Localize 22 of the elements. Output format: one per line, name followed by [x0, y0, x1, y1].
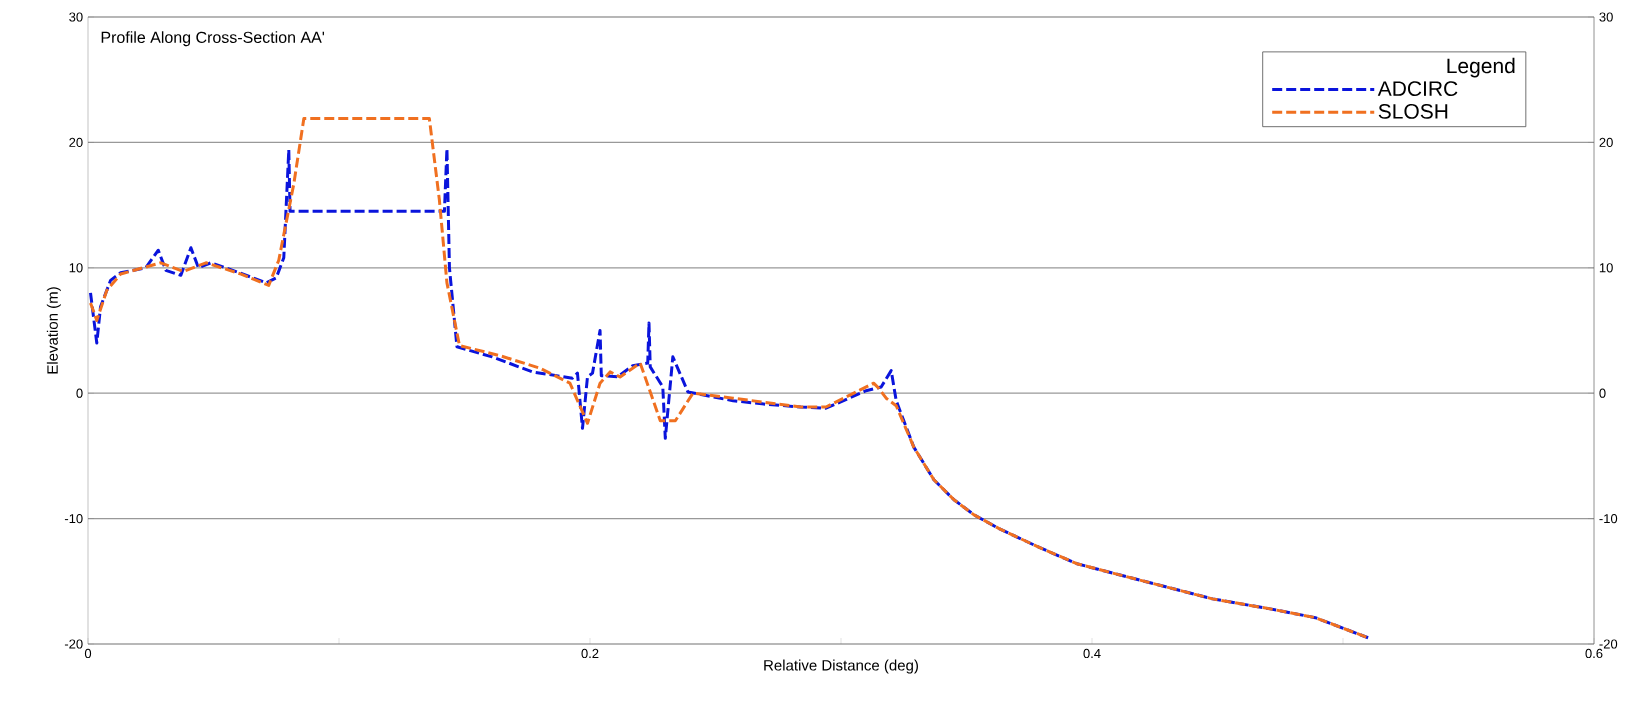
y-tick-label: -10: [64, 514, 83, 524]
x-tick-label: 0.4: [1083, 648, 1101, 659]
y2-tick-label: -20: [1599, 639, 1618, 649]
y-tick-label: 10: [69, 263, 83, 273]
y2-tick-label: 10: [1599, 263, 1613, 273]
x-axis-title: Relative Distance (deg): [764, 659, 918, 674]
legend-title: Legend: [1447, 57, 1515, 78]
y2-tick-label: 20: [1599, 137, 1613, 147]
y-tick-label: 20: [69, 137, 83, 147]
x-tick-label: 0.2: [581, 648, 599, 659]
x-tick-label: 0.6: [1585, 648, 1603, 659]
legend-label: SLOSH: [1378, 103, 1448, 119]
legend-label: ADCIRC: [1377, 81, 1458, 97]
y2-tick-label: -10: [1599, 514, 1618, 524]
y-axis-title: Elevation (m): [46, 287, 61, 374]
y2-tick-label: 0: [1599, 388, 1606, 398]
y-tick-label: -20: [64, 639, 83, 649]
y-tick-label: 0: [76, 388, 83, 398]
x-tick-label: 0: [84, 648, 92, 659]
y2-tick-label: 30: [1599, 12, 1613, 22]
text: Profile Along Cross-Section AA': [101, 31, 325, 47]
y-tick-label: 30: [69, 12, 83, 22]
